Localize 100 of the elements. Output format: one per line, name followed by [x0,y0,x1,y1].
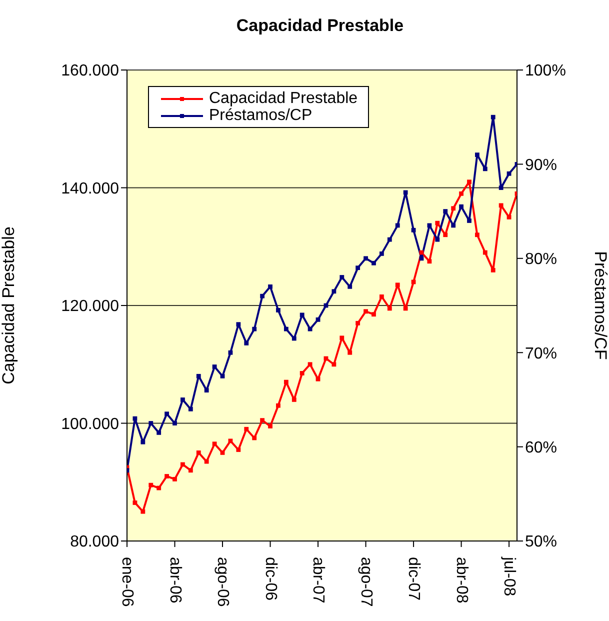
point [316,317,320,322]
x-tick-label: ago-07 [357,557,374,607]
y-tick-label: 100.000 [61,416,120,433]
point [236,322,241,327]
point [148,421,154,426]
point [387,237,392,242]
x-tick-label: abr-08 [452,557,470,604]
point [164,412,169,416]
point [506,171,512,176]
point [348,350,352,355]
point [252,436,257,440]
point [348,284,352,289]
point [300,371,304,376]
point [140,509,146,514]
x-tick-label: ene-06 [118,557,136,607]
point [379,294,384,299]
point [172,476,177,482]
point [244,340,249,346]
point [356,266,360,270]
y2-axis-title: Préstamos/CF [590,251,609,360]
point [308,362,312,367]
point [443,209,448,214]
point [132,500,138,505]
point [427,223,432,228]
y-tick-label: 160.000 [61,62,120,80]
point [395,223,400,228]
point [356,320,360,326]
legend-label: Capacidad Prestable [209,90,358,107]
point [276,308,280,312]
x-tick-label: dic-07 [405,557,422,601]
point [156,486,162,490]
y-tick-label: 80.000 [70,534,120,551]
y2-tick-label: 50% [525,534,558,551]
y-axis-title: Capacidad Prestable [0,226,18,384]
point [292,398,296,402]
point [284,380,288,384]
point [451,206,456,211]
x-tick-label: dic-06 [262,557,279,601]
chart-title: Capacidad Prestable [235,16,405,36]
y-tick-label: 120.000 [61,298,120,316]
point [140,440,146,444]
y-tick-label: 140.000 [61,180,120,198]
y2-tick-label: 60% [525,439,558,456]
point [212,442,217,446]
point [475,152,480,157]
point [459,204,464,209]
point [490,114,496,120]
point [443,232,448,238]
point [268,424,272,428]
point [482,250,488,255]
point [268,284,272,289]
point [316,376,320,382]
point [490,268,496,272]
point [411,228,416,232]
point [475,232,480,238]
point [276,403,280,408]
point [379,251,384,256]
y2-tick-label: 80% [525,251,558,268]
point [228,438,233,444]
point [148,482,154,488]
point [332,289,336,294]
point [204,388,209,392]
point [459,191,464,196]
point [332,362,336,367]
point [172,421,177,426]
point [220,450,225,455]
point [252,326,257,332]
y2-tick-label: 100% [525,62,566,80]
point [300,312,304,318]
point [364,256,368,261]
point [236,448,241,452]
point [204,459,209,464]
point [196,450,201,455]
point [498,186,504,190]
point [340,275,344,280]
point [403,306,408,311]
point [292,336,296,341]
point [372,312,376,317]
point [467,180,472,184]
point [220,374,225,378]
point [467,218,472,223]
point [260,418,265,423]
point [188,468,193,473]
point [212,364,217,369]
point [260,294,265,298]
point [196,374,201,378]
point [372,260,376,266]
point [403,190,408,195]
y2-tick-label: 90% [525,156,558,174]
point [284,326,288,332]
point [427,259,432,264]
point [435,220,440,226]
x-tick-label: ago-06 [214,557,232,607]
point [364,309,368,314]
point [188,406,193,412]
x-tick-label: abr-07 [310,557,327,604]
point [387,306,392,311]
point [308,326,312,332]
point [244,426,249,432]
point [419,256,424,261]
